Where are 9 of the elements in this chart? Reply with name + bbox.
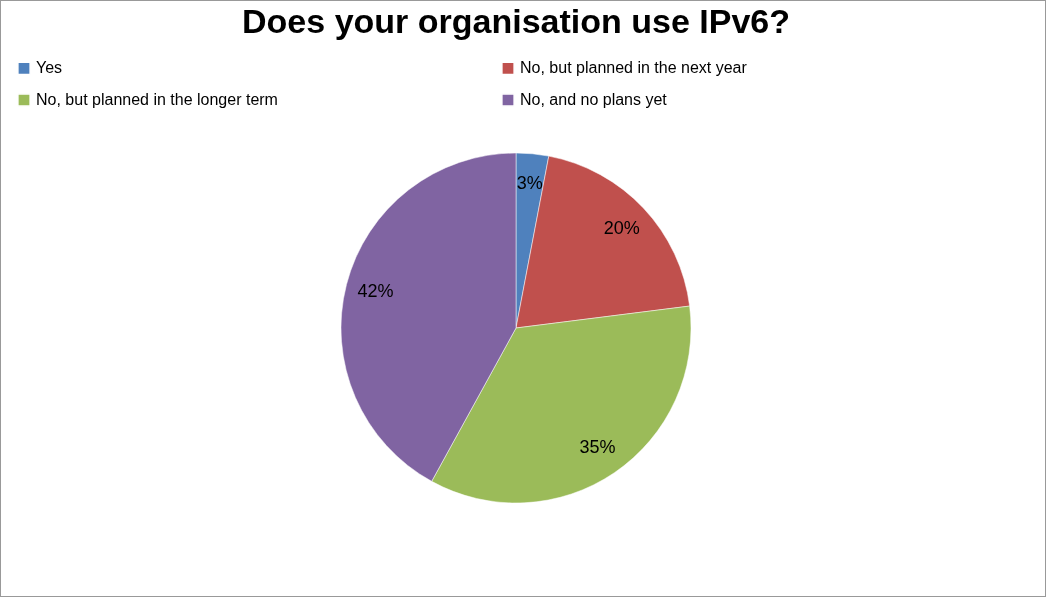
legend-label: No, but planned in the next year <box>520 59 748 77</box>
data-label: 20% <box>603 217 640 238</box>
legend-label: No, and no plans yet <box>520 91 668 108</box>
data-label: 42% <box>357 280 394 301</box>
chart-title: Does your organisation use IPv6? <box>242 2 790 40</box>
data-label: 35% <box>579 436 616 457</box>
legend-label: No, but planned in the longer term <box>36 91 278 108</box>
legend-label: Yes <box>36 59 63 77</box>
data-label: 3% <box>516 172 543 193</box>
